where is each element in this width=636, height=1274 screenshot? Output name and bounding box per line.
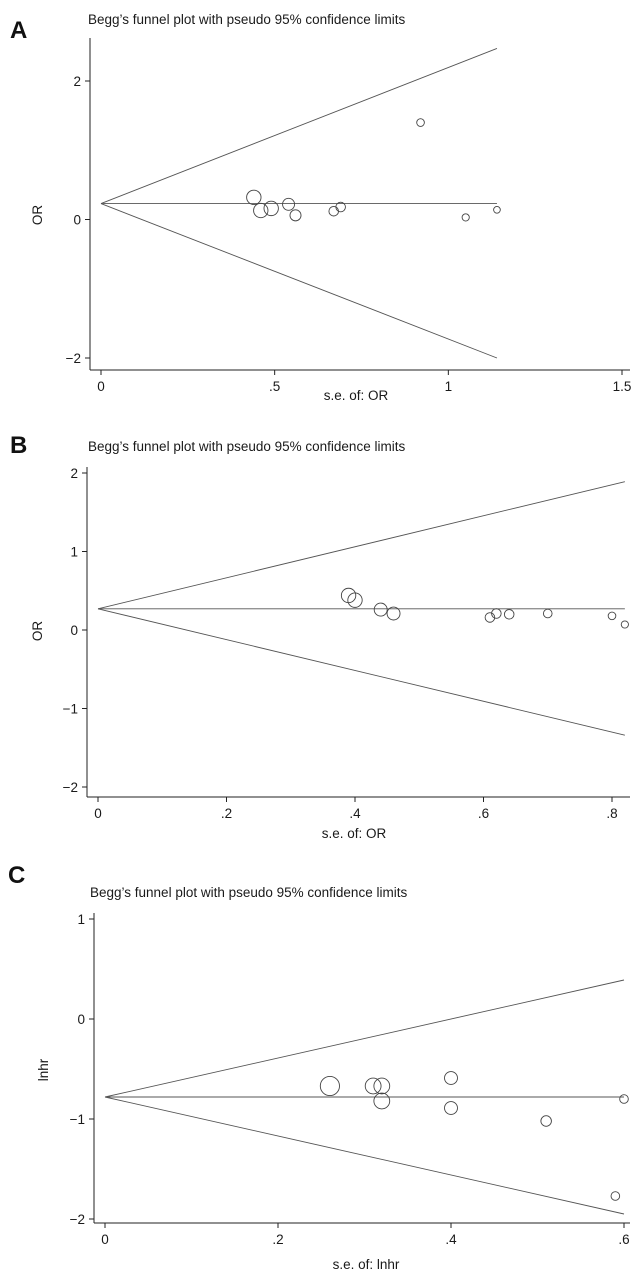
panel-a: A Begg’s funnel plot with pseudo 95% conf… [0, 0, 636, 405]
x-axis-label: s.e. of: OR [322, 826, 387, 841]
y-axis-label: lnhr [36, 1058, 51, 1081]
x-tick-label: 0 [101, 1232, 109, 1247]
y-axis-label: OR [30, 621, 45, 642]
study-point [542, 608, 553, 619]
funnel-upper-limit [100, 48, 498, 204]
panel-letter: B [10, 432, 27, 459]
y-tick-label: 1 [70, 545, 78, 560]
study-point [620, 620, 629, 629]
study-point [282, 197, 296, 211]
chart-title: Begg’s funnel plot with pseudo 95% confi… [88, 439, 405, 454]
study-point [373, 1092, 391, 1110]
funnel-lower-limit [104, 1096, 625, 1215]
y-tick-label: 0 [73, 213, 81, 228]
funnel-plot-b: B Begg’s funnel plot with pseudo 95% conf… [10, 432, 630, 841]
study-point [484, 612, 496, 623]
x-axis-label: s.e. of: lnhr [333, 1257, 400, 1272]
study-point [340, 587, 357, 604]
panel-letter: C [8, 862, 25, 889]
study-point [347, 592, 363, 608]
study-point [491, 608, 502, 619]
funnel-upper-limit [104, 979, 625, 1098]
study-point [373, 602, 388, 617]
study-point [289, 209, 302, 222]
funnel-upper-limit [97, 481, 625, 610]
y-tick-label: −2 [63, 780, 78, 795]
panel-letter: A [10, 17, 27, 44]
y-tick-label: 1 [77, 912, 85, 927]
y-axis-label: OR [30, 205, 45, 226]
x-tick-label: .4 [445, 1232, 457, 1247]
panel-b: B Begg’s funnel plot with pseudo 95% conf… [0, 405, 636, 845]
x-tick-label: 1 [445, 379, 453, 394]
y-tick-label: −2 [66, 351, 81, 366]
y-tick-label: −2 [70, 1212, 85, 1227]
study-point [386, 606, 401, 621]
y-tick-label: −1 [63, 702, 78, 717]
chart-title: Begg’s funnel plot with pseudo 95% confi… [90, 885, 407, 900]
study-point [493, 205, 501, 214]
study-point [503, 609, 515, 620]
y-tick-label: 2 [70, 466, 78, 481]
x-tick-label: .6 [618, 1232, 629, 1247]
funnel-lower-limit [100, 203, 498, 359]
x-tick-label: .5 [269, 379, 280, 394]
funnel-plot-c: C Begg’s funnel plot with pseudo 95% conf… [8, 862, 630, 1272]
y-tick-label: −1 [70, 1112, 85, 1127]
study-point [607, 611, 617, 621]
y-tick-label: 0 [70, 623, 78, 638]
study-point [610, 1191, 621, 1201]
study-point [444, 1071, 458, 1085]
funnel-plot-a: A Begg’s funnel plot with pseudo 95% conf… [10, 12, 632, 403]
y-tick-label: 2 [73, 74, 81, 89]
panel-c: C Begg’s funnel plot with pseudo 95% conf… [0, 845, 636, 1274]
study-point [364, 1077, 382, 1095]
x-tick-label: .6 [478, 806, 489, 821]
chart-title: Begg’s funnel plot with pseudo 95% confi… [88, 12, 405, 27]
x-tick-label: 0 [97, 379, 105, 394]
study-point [461, 213, 470, 222]
study-point [253, 202, 269, 219]
study-point [319, 1075, 340, 1097]
study-point [373, 1077, 391, 1095]
x-tick-label: 1.5 [613, 379, 632, 394]
x-tick-label: 0 [94, 806, 102, 821]
x-axis-label: s.e. of: OR [324, 388, 389, 403]
x-tick-label: .4 [349, 806, 361, 821]
study-point [328, 205, 339, 217]
study-point [263, 200, 279, 217]
x-tick-label: .2 [221, 806, 232, 821]
study-point [619, 1094, 629, 1104]
x-tick-label: .2 [272, 1232, 283, 1247]
study-point [540, 1115, 552, 1127]
study-point [246, 189, 262, 205]
study-point [444, 1101, 458, 1115]
study-point [335, 201, 346, 213]
funnel-lower-limit [97, 608, 625, 736]
y-tick-label: 0 [77, 1012, 85, 1027]
x-tick-label: .8 [606, 806, 617, 821]
study-point [416, 118, 425, 127]
